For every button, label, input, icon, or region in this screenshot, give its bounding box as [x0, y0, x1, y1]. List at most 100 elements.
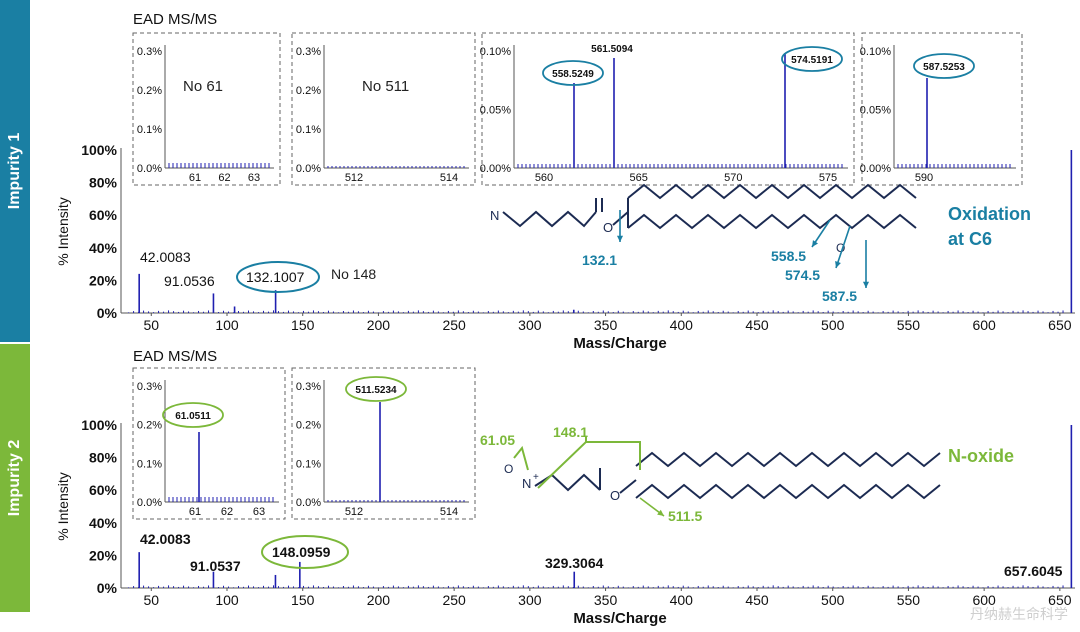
fragment-label: 558.5: [771, 248, 806, 264]
peak-label: 329.3064: [545, 555, 604, 571]
structure-bond: [619, 479, 637, 494]
inset-circle: [913, 53, 975, 79]
fragment-arrowhead: [862, 281, 870, 288]
inset-peak-label: 574.5191: [791, 55, 833, 66]
fragment-label: 587.5: [822, 288, 857, 304]
fragment-label: 148.1: [553, 424, 588, 440]
modification-label: N-oxide: [948, 446, 1014, 466]
inset-circle: [162, 402, 224, 428]
structure-bond: [627, 213, 917, 230]
x-tick-label: 50: [143, 592, 159, 608]
fragment-arrowhead: [812, 240, 819, 247]
impurity2-sidebar: Impurity 2: [0, 344, 30, 612]
inset-y-tick-label: 0.1%: [296, 124, 321, 136]
x-axis-label: Mass/Charge: [573, 610, 666, 627]
inset-frame: [861, 32, 1023, 186]
inset-y-tick-label: 0.00%: [480, 163, 511, 175]
x-tick-label: 650: [1048, 592, 1072, 608]
inset-y-tick-label: 0.1%: [137, 458, 162, 470]
structure-bond: [502, 210, 597, 228]
peak-label: 657.6045: [1004, 563, 1063, 579]
modification-label-2: at C6: [948, 229, 992, 249]
inset-x-tick-label: 512: [345, 172, 363, 184]
y-tick-label: 80%: [89, 175, 118, 191]
inset-peak-label: 511.5234: [355, 385, 397, 396]
inset-peak-label: 587.5253: [923, 62, 965, 73]
inset-x-tick-label: 575: [819, 172, 837, 184]
impurity2-spectrum-panel: EAD MS/MS 0% 20% 40% 60% 80% 100% 50 100 150 200 25…: [55, 348, 1075, 627]
inset-note: No 61: [183, 78, 223, 95]
inset-note: No 511: [362, 78, 409, 95]
inset-circle: [345, 376, 407, 402]
fragment-arrowhead: [657, 509, 664, 516]
peak-label: 42.0083: [140, 249, 191, 265]
y-tick-label: 60%: [89, 207, 118, 223]
inset-chart: 0.10% 0.05% 0.00% 590 587.5253: [860, 32, 1023, 186]
inset-y-tick-label: 0.10%: [480, 46, 511, 58]
peak-label: 91.0536: [164, 273, 215, 289]
structure-atom-o: O: [603, 220, 613, 235]
inset-x-tick-label: 61: [189, 172, 201, 184]
structure-bond: [635, 451, 941, 468]
inset-x-tick-label: 63: [248, 172, 260, 184]
x-tick-label: 400: [670, 317, 694, 333]
structure-atom-n: N: [490, 208, 499, 223]
inset-y-tick-label: 0.2%: [137, 420, 162, 432]
watermark: 丹纳赫生命科学: [970, 606, 1068, 622]
inset-x-tick-label: 570: [724, 172, 742, 184]
fragment-label: 61.05: [480, 432, 515, 448]
structure-charge: +: [533, 472, 539, 483]
inset-y-tick-label: 0.1%: [296, 458, 321, 470]
x-tick-label: 400: [670, 592, 694, 608]
structure-bond: [635, 483, 941, 500]
inset-y-tick-label: 0.0%: [296, 163, 321, 175]
inset-chart: 0.3% 0.2% 0.1% 0.0% 512 514 511.5234: [291, 367, 476, 520]
inset-y-tick-label: 0.00%: [860, 163, 891, 175]
inset-y-tick-label: 0.0%: [296, 497, 321, 509]
y-tick-label: 100%: [81, 142, 117, 158]
inset-y-tick-label: 0.3%: [296, 46, 321, 58]
x-tick-label: 450: [745, 592, 769, 608]
inset-y-tick-label: 0.2%: [296, 420, 321, 432]
y-axis-label: % Intensity: [55, 472, 71, 540]
annotation-no148: No 148: [331, 266, 376, 282]
x-tick-label: 350: [594, 592, 618, 608]
peak-label: 132.1007: [246, 269, 305, 285]
inset-y-tick-label: 0.1%: [137, 124, 162, 136]
fragment-arrow: [513, 445, 529, 471]
x-tick-label: 550: [897, 592, 921, 608]
inset-y-tick-label: 0.0%: [137, 163, 162, 175]
inset-x-tick-label: 560: [535, 172, 553, 184]
inset-peak-label: 558.5249: [552, 69, 594, 80]
structure-atom-o: O: [504, 462, 513, 476]
peak-label: 91.0537: [190, 558, 241, 574]
y-tick-label: 40%: [89, 515, 118, 531]
circle-highlight: [261, 535, 349, 569]
inset-frame: [481, 32, 855, 186]
inset-chart: 0.3% 0.2% 0.1% 0.0% 61 62 63 61.0511: [132, 367, 286, 520]
y-axis-label: % Intensity: [55, 197, 71, 265]
y-tick-label: 0%: [97, 580, 118, 596]
inset-y-tick-label: 0.3%: [137, 46, 162, 58]
inset-chart: 0.10% 0.05% 0.00% 560 565 570 575 558.5249 561.5…: [480, 32, 855, 186]
x-tick-label: 600: [972, 317, 996, 333]
inset-x-tick-label: 514: [440, 506, 458, 518]
modification-label: Oxidation: [948, 204, 1031, 224]
x-tick-label: 500: [821, 317, 845, 333]
x-tick-label: 50: [143, 317, 159, 333]
inset-peak-label: 61.0511: [175, 411, 211, 422]
impurity1-sidebar: Impurity 1: [0, 0, 30, 342]
inset-x-tick-label: 565: [629, 172, 647, 184]
inset-y-tick-label: 0.05%: [860, 105, 891, 117]
x-tick-label: 300: [518, 592, 542, 608]
chart-title: EAD MS/MS: [133, 348, 217, 365]
x-tick-label: 200: [367, 317, 391, 333]
inset-x-tick-label: 63: [253, 506, 265, 518]
fragment-arrow: [835, 225, 851, 269]
fragment-label: 574.5: [785, 267, 820, 283]
x-tick-label: 500: [821, 592, 845, 608]
x-tick-label: 200: [367, 592, 391, 608]
y-tick-label: 40%: [89, 240, 118, 256]
